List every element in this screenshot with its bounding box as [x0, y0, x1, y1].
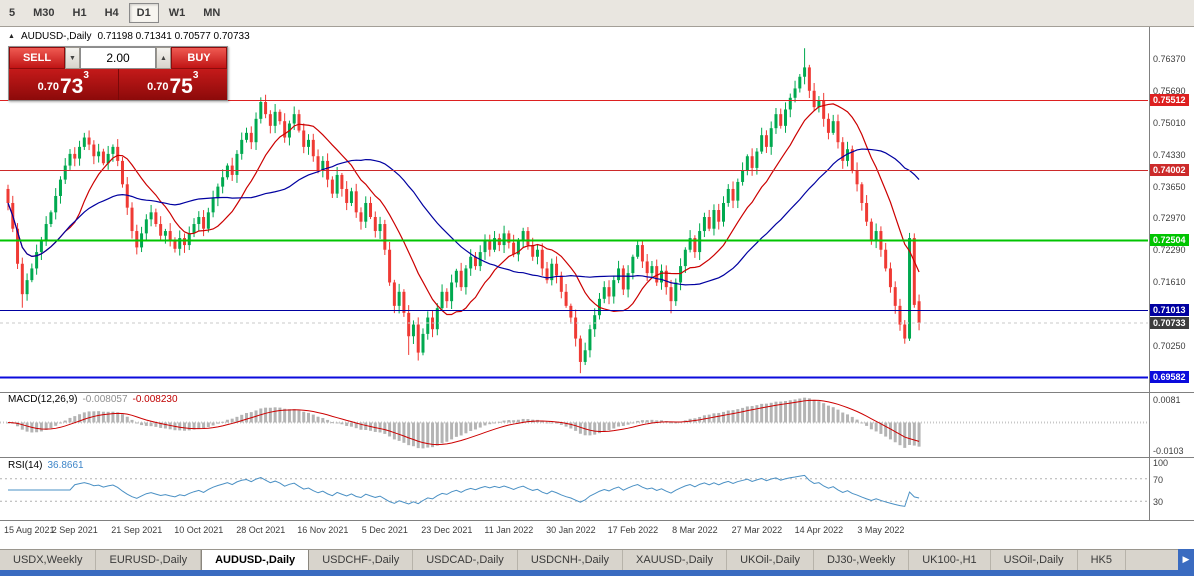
rsi-axis-label: 30: [1153, 497, 1164, 508]
chart-tab[interactable]: USDX,Weekly: [0, 550, 97, 570]
macd-name: MACD(12,26,9): [8, 394, 78, 405]
volume-input[interactable]: [80, 47, 156, 69]
date-axis-label: 15 Aug 2021: [4, 525, 55, 535]
price-axis-label: 0.72970: [1153, 213, 1186, 224]
hline-price-label: 0.74002: [1150, 164, 1189, 177]
price-axis-label: 0.71610: [1153, 277, 1186, 287]
sell-price-point: 3: [83, 70, 89, 81]
rsi-indicator-label: RSI(14) 36.8661: [8, 460, 84, 471]
hline-price-label: 0.69582: [1150, 370, 1189, 383]
chart-tab[interactable]: UKOil-,Daily: [727, 550, 814, 570]
rsi-axis-label: 70: [1153, 474, 1164, 485]
chart-tab[interactable]: XAUUSD-,Daily: [623, 550, 728, 570]
chart-tab[interactable]: EURUSD-,Daily: [96, 550, 202, 570]
chart-tab[interactable]: USDCHF-,Daily: [309, 550, 414, 570]
timeframe-button-h1[interactable]: H1: [72, 7, 87, 19]
sell-price-display: 0.70 73 3: [9, 69, 119, 100]
chart-title-bar: ▲ AUDUSD-,Daily 0.71198 0.71341 0.70577 …: [8, 31, 250, 42]
volume-increase-icon[interactable]: ▲: [156, 47, 171, 69]
chart-title: AUDUSD-,Daily: [20, 31, 92, 42]
volume-decrease-icon[interactable]: ▼: [65, 47, 80, 69]
chart-tab[interactable]: USDCAD-,Daily: [413, 550, 518, 570]
date-axis-label: 8 Mar 2022: [672, 525, 718, 535]
chart-tab[interactable]: UK100-,H1: [909, 550, 991, 570]
buy-button[interactable]: BUY: [171, 47, 227, 69]
window-bottom-edge: [0, 570, 1194, 576]
sell-button[interactable]: SELL: [9, 47, 65, 69]
rsi-value: 36.8661: [47, 460, 84, 471]
rsi-name: RSI(14): [8, 460, 43, 471]
chart-tab[interactable]: DJ30-,Weekly: [814, 550, 910, 570]
timeframe-button-5[interactable]: 5: [9, 7, 16, 19]
macd-main-value: -0.008057: [82, 394, 128, 405]
sell-price-pips: 73: [60, 75, 84, 98]
date-axis-label: 5 Dec 2021: [361, 525, 408, 535]
macd-indicator-label: MACD(12,26,9) -0.008057 -0.008230: [8, 394, 178, 405]
date-axis-label: 23 Dec 2021: [421, 525, 473, 535]
hline-price-label: 0.72504: [1150, 234, 1189, 247]
timeframe-button-h4[interactable]: H4: [104, 7, 119, 19]
hline-price-label: 0.71013: [1150, 303, 1189, 316]
date-axis-label: 17 Feb 2022: [607, 525, 659, 535]
macd-axis-label: 0.0081: [1153, 395, 1181, 406]
price-axis-label: 0.76370: [1153, 54, 1186, 65]
price-axis-label: 0.75690: [1153, 86, 1186, 97]
chart-tab[interactable]: USDCNH-,Daily: [518, 550, 624, 570]
date-axis-label: 10 Oct 2021: [174, 525, 224, 535]
hline-price-label: 0.75512: [1150, 93, 1189, 106]
date-axis-label: 27 Mar 2022: [731, 525, 783, 535]
buy-price-prefix: 0.70: [147, 81, 169, 93]
timeframe-button-mn[interactable]: MN: [203, 7, 221, 19]
date-axis-label: 16 Nov 2021: [297, 525, 349, 535]
price-axis-label: 0.72290: [1153, 245, 1186, 256]
date-axis-label: 11 Jan 2022: [484, 525, 534, 535]
trade-prices-row: 0.70 73 3 0.70 75 3: [9, 69, 227, 100]
date-axis-label: 14 Apr 2022: [794, 525, 844, 535]
price-axis-label: 0.75010: [1153, 118, 1186, 129]
tab-scroll-right-button[interactable]: ▶: [1178, 549, 1194, 570]
buy-price-pips: 75: [169, 75, 193, 98]
chart-tab-bar: USDX,Weekly EURUSD-,Daily AUDUSD-,Daily USD…: [0, 549, 1178, 570]
buy-price-point: 3: [192, 70, 199, 81]
price-axis-label: 0.74330: [1153, 149, 1186, 160]
trade-controls-row: SELL ▼ ▲ BUY: [9, 47, 227, 69]
date-axis-label: 30 Jan 2022: [546, 525, 596, 535]
macd-signal-value: -0.008230: [132, 394, 178, 405]
date-axis-label: 28 Oct 2021: [236, 525, 286, 535]
chart-tab[interactable]: USOil-,Daily: [991, 550, 1078, 570]
chart-tab[interactable]: AUDUSD-,Daily: [201, 550, 310, 570]
timeframe-toolbar: 5 M30 H1 H4 D1 W1 MN: [0, 0, 1194, 27]
one-click-trading-panel: SELL ▼ ▲ BUY 0.70 73 3 0.70 75 3: [8, 46, 228, 101]
current-price-label: 0.70733: [1150, 317, 1189, 329]
price-axis-label: 0.70250: [1153, 340, 1186, 351]
sell-price-prefix: 0.70: [37, 81, 59, 93]
chart-ohlc-readout: 0.71198 0.71341 0.70577 0.70733: [97, 31, 250, 42]
timeframe-button-w1[interactable]: W1: [168, 7, 186, 19]
timeframe-button-d1[interactable]: D1: [128, 3, 159, 23]
buy-price-display: 0.70 75 3: [119, 69, 228, 100]
chart-tab[interactable]: HK5: [1078, 550, 1126, 570]
date-axis-label: 21 Sep 2021: [111, 525, 163, 535]
macd-axis-label: -0.0103: [1153, 445, 1184, 456]
date-axis-label: 3 May 2022: [857, 525, 905, 535]
one-click-trading-toggle-icon[interactable]: ▲: [8, 33, 15, 40]
rsi-axis-label: 100: [1153, 458, 1169, 468]
timeframe-button-m30[interactable]: M30: [33, 7, 55, 19]
date-axis-label: 2 Sep 2021: [51, 525, 98, 535]
price-axis-label: 0.73650: [1153, 181, 1186, 192]
